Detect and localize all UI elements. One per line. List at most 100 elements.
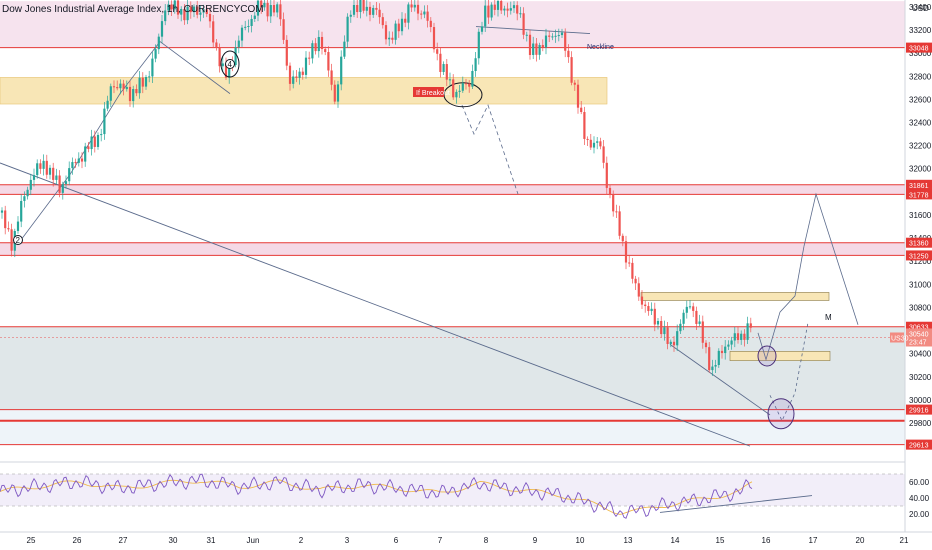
candle-body-2	[7, 228, 10, 230]
candle-body-210	[672, 341, 676, 346]
candle-118	[378, 3, 381, 24]
x-tick-9: 7	[438, 536, 443, 545]
currency-label: USD	[912, 4, 929, 13]
candle-body-0	[0, 210, 4, 213]
candle-191	[612, 190, 615, 217]
candle-body-16	[52, 167, 55, 180]
candle-body-61	[196, 6, 199, 15]
candle-110	[352, 0, 356, 18]
candle-body-24	[77, 158, 80, 163]
candle-3	[10, 223, 13, 257]
candle-body-173	[554, 35, 557, 37]
candle-body-198	[634, 278, 637, 284]
candle-body-63	[202, 9, 205, 13]
candle-body-141	[452, 79, 455, 98]
candle-body-209	[669, 341, 672, 344]
candle-139	[445, 58, 448, 87]
candle-28	[90, 129, 93, 156]
candle-body-38	[122, 83, 125, 90]
candle-100	[320, 31, 324, 55]
candle-43	[138, 71, 141, 99]
candle-body-128	[410, 4, 413, 8]
candle-112	[359, 0, 362, 19]
price-tag-0: 33048	[909, 46, 929, 53]
candle-body-105	[336, 84, 340, 102]
candle-153	[490, 2, 493, 21]
candle-body-93	[298, 71, 301, 78]
candle-body-117	[375, 7, 378, 10]
candle-206	[660, 316, 663, 338]
candle-151	[484, 0, 487, 32]
candle-body-103	[330, 70, 333, 85]
candle-body-50	[160, 21, 164, 37]
candle-135	[432, 22, 436, 53]
lower-zone	[0, 409, 905, 445]
svg-text:4: 4	[228, 60, 233, 69]
candle-body-12	[39, 163, 42, 169]
x-tick-7: 3	[345, 536, 350, 545]
candle-32	[103, 101, 106, 140]
candle-body-151	[484, 5, 487, 27]
candle-body-183	[586, 138, 589, 140]
candle-133	[426, 5, 429, 28]
candle-body-8	[26, 189, 29, 197]
grey-zone	[0, 326, 905, 410]
candle-body-73	[234, 47, 237, 66]
candle-body-32	[103, 108, 106, 135]
x-tick-4: 31	[207, 536, 216, 545]
chart-title: Dow Jones Industrial Average Index, 1h, …	[2, 4, 264, 15]
candle-138	[442, 61, 445, 75]
candle-body-143	[458, 90, 461, 92]
candle-body-22	[71, 162, 74, 169]
candle-body-204	[653, 308, 656, 325]
candle-19	[61, 181, 64, 200]
candle-body-214	[685, 306, 688, 313]
candle-106	[340, 50, 343, 91]
candle-116	[372, 5, 375, 18]
elliott-wave-path	[17, 41, 231, 245]
rsi-tick-0: 20.00	[909, 510, 930, 519]
candle-147	[471, 64, 474, 90]
projection-path-a	[757, 246, 805, 361]
candle-36	[116, 80, 119, 91]
candle-body-167	[535, 43, 538, 55]
candle-body-69	[221, 63, 224, 67]
candle-body-140	[448, 79, 452, 81]
x-tick-6: 2	[299, 536, 304, 545]
candle-230	[736, 327, 740, 344]
candle-11	[36, 159, 39, 179]
neckline-label: Neckline	[587, 44, 614, 51]
candle-62	[199, 5, 202, 22]
candle-210	[672, 336, 676, 352]
candle-103	[330, 63, 333, 91]
small-zone-1	[640, 292, 830, 301]
candle-body-225	[720, 350, 724, 354]
candle-body-156	[500, 0, 503, 11]
candle-234	[749, 317, 752, 333]
candle-body-233	[746, 323, 749, 340]
candle-body-127	[407, 4, 410, 23]
candle-body-1	[4, 210, 7, 229]
candle-1	[4, 205, 7, 235]
candle-body-221	[708, 347, 711, 371]
candle-body-175	[560, 32, 564, 36]
candle-body-203	[650, 308, 653, 312]
candle-body-123	[394, 23, 397, 40]
candle-body-75	[240, 27, 244, 41]
candle-49	[157, 33, 160, 55]
candle-200	[640, 290, 644, 309]
candle-body-84	[269, 5, 272, 17]
candle-body-53	[170, 4, 173, 10]
candle-body-77	[247, 25, 250, 27]
candle-body-144	[461, 83, 464, 91]
x-tick-5: Jun	[247, 536, 260, 545]
candle-164	[525, 31, 528, 42]
candle-body-88	[282, 19, 285, 40]
candle-96	[308, 51, 311, 66]
candle-176	[564, 28, 567, 58]
candle-98	[314, 38, 317, 55]
price-tag-4: 31250	[909, 253, 929, 260]
candle-198	[634, 275, 637, 290]
candle-body-159	[509, 8, 512, 11]
